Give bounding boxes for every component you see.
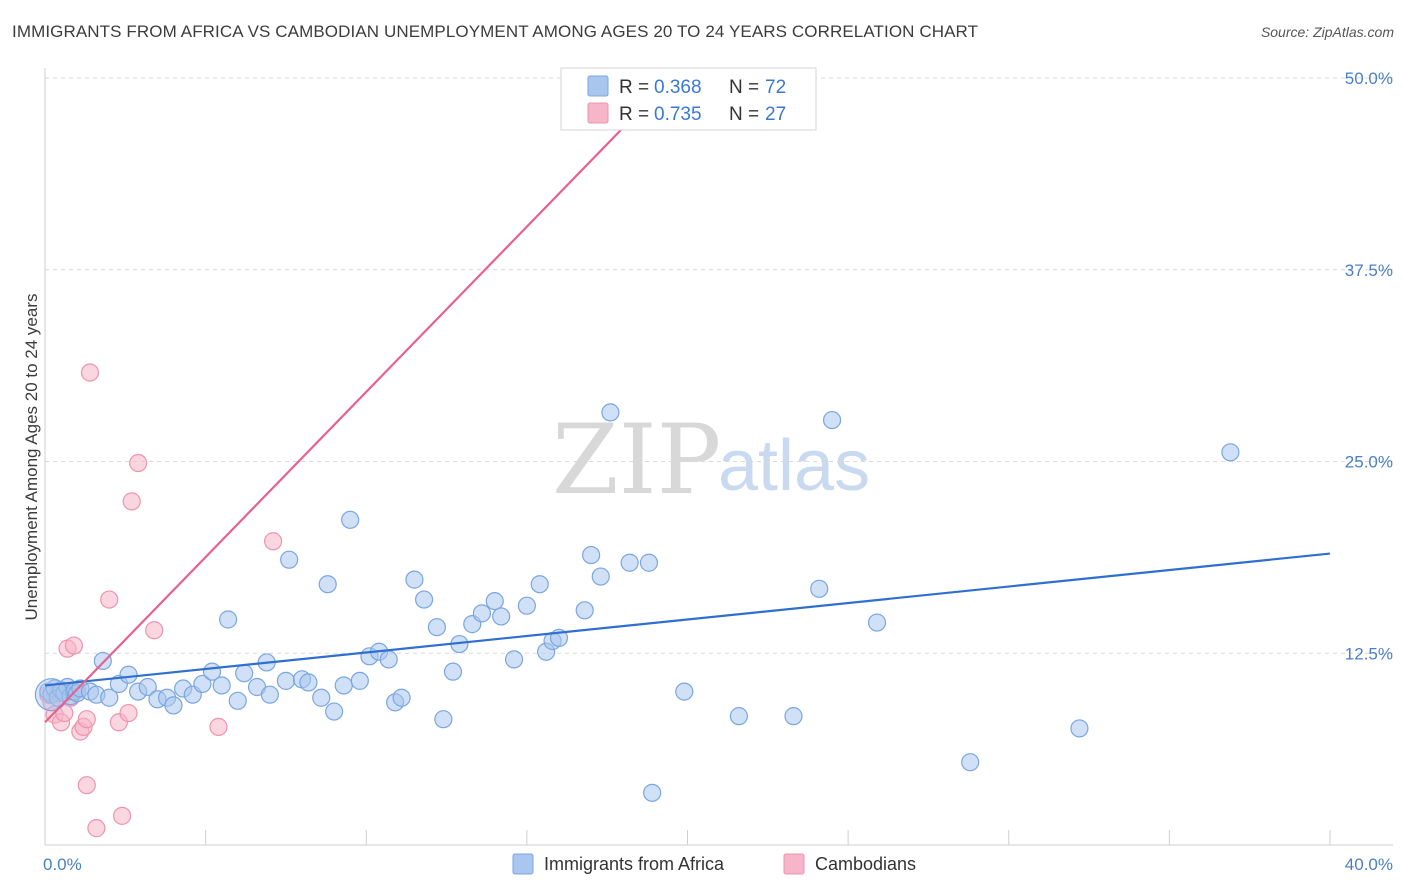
legend-r-value-1: 0.368 [654,77,702,98]
bottom-legend-label-africa: Immigrants from Africa [544,854,725,874]
africa-point [341,510,360,529]
africa-point [280,550,299,569]
africa-point [591,567,610,586]
africa-point [138,677,157,697]
africa-point [93,651,112,671]
africa-point [434,710,453,729]
cambodian-point [77,776,96,795]
africa-point [472,604,491,623]
africa-point [260,685,279,704]
y-axis-title: Unemployment Among Ages 20 to 24 years [22,294,41,621]
africa-point [276,671,296,690]
chart-title: IMMIGRANTS FROM AFRICA VS CAMBODIAN UNEM… [12,22,979,41]
africa-point [119,665,138,684]
cambodian-point [77,710,96,729]
bottom-legend-swatch-pink [783,853,805,875]
correlation-legend: R = 0.368 N = 72 R = 0.735 N = 27 [560,67,817,131]
africa-point [318,575,337,594]
africa-point [427,618,447,637]
africa-point [334,676,353,695]
africa-point [212,676,231,695]
watermark-atlas: atlas [718,426,870,506]
x-tick-label-min: 0.0% [43,855,82,874]
africa-point [1070,719,1089,738]
legend-swatch-blue [587,75,609,97]
legend-r-label-2: R = [619,104,649,125]
legend-r-value-2: 0.735 [654,104,702,125]
x-tick-label-max: 40.0% [1345,855,1393,874]
africa-point [443,662,463,681]
legend-n-label-1: N = [729,77,759,98]
africa-point [729,707,749,726]
legend-r-label-1: R = [619,77,649,98]
legend-swatch-pink [587,102,609,124]
cambodian-point [263,532,283,551]
watermark-zip: ZIP [552,404,721,516]
africa-point [312,688,331,707]
africa-point [485,591,504,611]
africa-point [643,783,662,802]
africa-point [620,553,639,572]
africa-point [961,753,980,772]
cambodian-point [100,590,119,609]
africa-point [530,575,549,594]
axes: 12.5% 25.0% 37.5% 50.0% [44,68,1393,846]
africa-point [379,650,398,669]
africa-point [810,579,829,598]
y-tick-label: 25.0% [1345,453,1393,472]
cambodian-point [122,492,141,511]
africa-point-cluster [34,678,69,712]
africa-point [822,410,842,430]
africa-point [639,553,659,572]
africa-point [219,610,238,629]
africa-point [1221,443,1240,462]
africa-point [517,596,536,615]
cambodian-point [64,636,84,655]
africa-point [504,650,524,669]
y-tick-label: 37.5% [1345,261,1393,280]
legend-n-label-2: N = [729,104,759,125]
africa-point [392,688,411,707]
cambodian-point [112,806,132,825]
africa-point [601,403,620,422]
series-legend: Immigrants from Africa Cambodians [512,853,916,875]
source-credit: Source: ZipAtlas.com [1260,24,1394,40]
africa-point [784,707,803,726]
africa-point [492,607,511,626]
y-tick-label: 50.0% [1345,69,1393,88]
africa-point [299,673,318,692]
data-points [34,363,1240,838]
cambodian-point [87,819,106,838]
africa-point [575,601,594,620]
cambodian-point [119,703,138,723]
africa-point [405,570,424,589]
trend-lines [44,77,1331,724]
africa-point [414,590,434,609]
africa-trend-line [44,552,1331,687]
africa-point [325,702,344,721]
cambodian-point [209,717,228,736]
africa-point [350,671,369,690]
africa-point [582,545,601,565]
bottom-legend-swatch-blue [512,853,534,875]
africa-point [100,688,119,707]
legend-n-value-1: 72 [765,77,786,98]
cambodian-point [145,621,164,640]
bottom-legend-label-cambodians: Cambodians [815,854,916,874]
y-tick-label: 12.5% [1345,644,1393,663]
cambodian-point [80,363,100,382]
gridlines [45,77,1393,654]
africa-point [228,691,247,710]
africa-point [675,682,694,701]
africa-point [164,696,183,715]
africa-point [235,664,254,683]
legend-n-value-2: 27 [765,104,786,125]
africa-point [193,674,212,694]
africa-point [867,613,887,632]
cambodian-trend-line [44,77,673,724]
cambodian-point [129,453,148,473]
